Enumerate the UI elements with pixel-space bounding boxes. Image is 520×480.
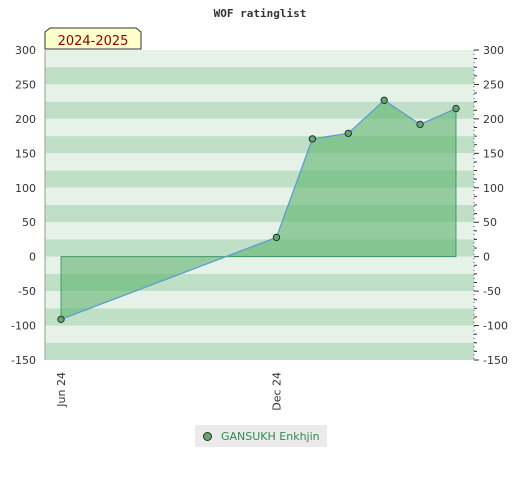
y-tick-label-left: -150 bbox=[11, 354, 36, 367]
data-point bbox=[308, 135, 317, 143]
grid-band bbox=[45, 101, 474, 119]
x-tick-label: Dec 24 bbox=[270, 372, 283, 411]
y-tick-label-right: 200 bbox=[483, 113, 504, 126]
y-tick-label-right: 50 bbox=[483, 216, 497, 229]
grid-band bbox=[45, 291, 474, 309]
y-tick-label-right: -100 bbox=[483, 320, 508, 333]
y-tick-label-left: 150 bbox=[15, 147, 36, 160]
y-tick-label-right: 150 bbox=[483, 147, 504, 160]
data-point bbox=[380, 96, 388, 104]
y-tick-label-right: -50 bbox=[483, 285, 501, 298]
y-tick-label-left: 300 bbox=[15, 44, 36, 57]
y-tick-label-right: -150 bbox=[483, 354, 508, 367]
data-point bbox=[57, 315, 65, 324]
grid-band bbox=[45, 342, 474, 360]
y-tick-label-left: 100 bbox=[15, 182, 36, 195]
legend-label: GANSUKH Enkhjin bbox=[221, 429, 320, 443]
data-point bbox=[452, 104, 460, 113]
data-point bbox=[272, 233, 281, 242]
axes: 300 300 250 250 200 200 150 150 100 100 50 50 0 0 -50 -… bbox=[11, 44, 508, 411]
chart-title: WOF ratinglist bbox=[214, 7, 307, 20]
grid-band bbox=[45, 325, 474, 343]
season-label-box bbox=[44, 27, 142, 50]
y-tick-label-left: -50 bbox=[18, 285, 36, 298]
y-tick-label-right: 250 bbox=[483, 78, 504, 91]
data-point bbox=[344, 129, 352, 138]
grid-band bbox=[45, 50, 474, 68]
y-tick-label-left: 0 bbox=[29, 251, 36, 264]
x-tick-label: Jun 24 bbox=[55, 372, 68, 408]
grid-band bbox=[45, 308, 474, 326]
legend-marker-icon bbox=[203, 431, 212, 441]
y-tick-label-left: 200 bbox=[15, 113, 36, 126]
y-tick-label-left: 50 bbox=[22, 216, 36, 229]
legend[interactable]: GANSUKH Enkhjin bbox=[195, 425, 327, 447]
y-tick-label-left: -100 bbox=[11, 320, 36, 333]
y-tick-label-right: 0 bbox=[483, 251, 490, 264]
y-tick-label-left: 250 bbox=[15, 78, 36, 91]
y-tick-label-right: 300 bbox=[483, 44, 504, 57]
season-label: 2024-2025 bbox=[44, 27, 142, 50]
grid-band bbox=[45, 67, 474, 85]
y-tick-label-right: 100 bbox=[483, 182, 504, 195]
grid-band bbox=[45, 84, 474, 102]
data-point bbox=[416, 120, 424, 129]
season-label-text: 2024-2025 bbox=[58, 34, 129, 49]
data-points bbox=[57, 96, 460, 324]
